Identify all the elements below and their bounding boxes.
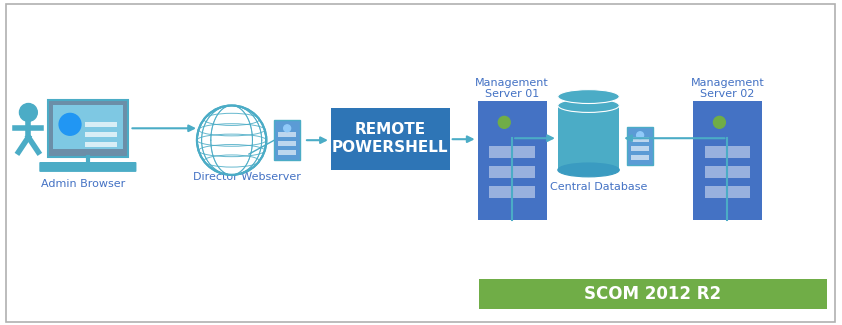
FancyBboxPatch shape bbox=[705, 186, 750, 198]
Text: Server 02: Server 02 bbox=[701, 89, 754, 98]
Ellipse shape bbox=[557, 163, 619, 177]
Text: REMOTE: REMOTE bbox=[354, 122, 426, 137]
FancyBboxPatch shape bbox=[632, 155, 649, 160]
FancyBboxPatch shape bbox=[85, 132, 117, 137]
FancyBboxPatch shape bbox=[85, 122, 117, 127]
Text: Admin Browser: Admin Browser bbox=[40, 179, 125, 189]
FancyBboxPatch shape bbox=[278, 132, 296, 137]
FancyBboxPatch shape bbox=[632, 146, 649, 151]
FancyBboxPatch shape bbox=[278, 150, 296, 155]
FancyBboxPatch shape bbox=[48, 99, 127, 157]
FancyBboxPatch shape bbox=[489, 166, 535, 178]
Text: Management: Management bbox=[690, 78, 765, 88]
FancyBboxPatch shape bbox=[85, 142, 117, 147]
Text: Server 01: Server 01 bbox=[485, 89, 540, 98]
Text: Central Database: Central Database bbox=[550, 182, 647, 192]
FancyBboxPatch shape bbox=[705, 146, 750, 158]
FancyBboxPatch shape bbox=[53, 106, 123, 149]
Text: Director Webserver: Director Webserver bbox=[193, 172, 301, 182]
FancyBboxPatch shape bbox=[627, 127, 653, 165]
Circle shape bbox=[713, 116, 725, 128]
FancyBboxPatch shape bbox=[489, 146, 535, 158]
FancyBboxPatch shape bbox=[274, 120, 300, 160]
FancyBboxPatch shape bbox=[278, 141, 296, 146]
FancyBboxPatch shape bbox=[705, 166, 750, 178]
Circle shape bbox=[637, 132, 643, 139]
Circle shape bbox=[498, 116, 510, 128]
Text: POWERSHELL: POWERSHELL bbox=[332, 140, 449, 155]
Circle shape bbox=[59, 113, 81, 135]
FancyBboxPatch shape bbox=[331, 109, 450, 170]
Ellipse shape bbox=[557, 98, 619, 112]
Circle shape bbox=[19, 103, 37, 121]
FancyBboxPatch shape bbox=[479, 279, 827, 309]
Text: Management: Management bbox=[476, 78, 549, 88]
Bar bbox=[557, 106, 619, 170]
FancyBboxPatch shape bbox=[489, 186, 535, 198]
Circle shape bbox=[197, 106, 266, 175]
FancyBboxPatch shape bbox=[632, 137, 649, 142]
Text: SCOM 2012 R2: SCOM 2012 R2 bbox=[584, 285, 722, 303]
FancyBboxPatch shape bbox=[40, 162, 136, 172]
FancyBboxPatch shape bbox=[693, 100, 762, 219]
Circle shape bbox=[284, 125, 290, 132]
Ellipse shape bbox=[557, 90, 619, 103]
FancyBboxPatch shape bbox=[477, 100, 547, 219]
